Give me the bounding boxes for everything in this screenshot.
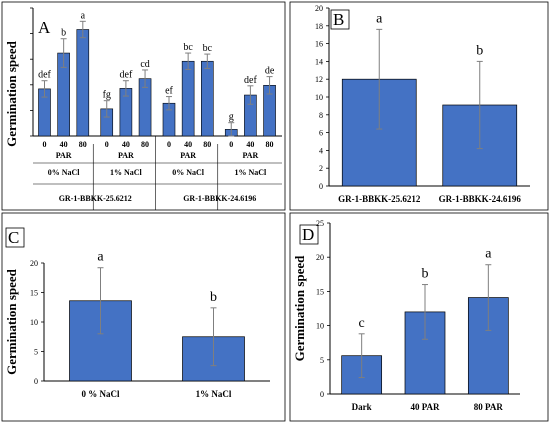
x-tick-label-0: GR-1-BBKK-25.6212 <box>338 194 421 204</box>
x-tick-label-2: 80 PAR <box>474 402 504 412</box>
panel-b: B 0 2 4 6 8 10 12 14 16 18 20 a GR-1-BBKK-25.6212 b GR-… <box>289 1 549 211</box>
sig-letter-1-1: def <box>120 70 133 81</box>
y-axis-label: Germination speed <box>292 255 307 362</box>
x-tick-label-1-2: 80 <box>141 140 149 149</box>
x-tick-label-3-1: 40 <box>246 140 254 149</box>
x-tick-label-3-2: 80 <box>266 140 274 149</box>
y-tick-label-8: 16 <box>315 40 323 49</box>
y-axis-label: Germination speed <box>4 268 19 375</box>
sig-letter-1: b <box>476 43 483 58</box>
panel-label: C <box>8 228 19 247</box>
salinity-label-2: 0% NaCl <box>172 168 205 177</box>
sig-letter-3-0: g <box>229 112 234 123</box>
x-tick-label-2-2: 80 <box>203 140 211 149</box>
sig-letter-0-2: a <box>81 10 86 21</box>
x-tick-label-0: Dark <box>352 402 372 412</box>
y-tick-label-9: 18 <box>315 22 323 31</box>
panel-label: B <box>333 10 344 29</box>
panel-frame <box>289 1 549 211</box>
x-title-2: PAR <box>180 151 196 160</box>
sig-letter-3-2: de <box>265 66 275 77</box>
sig-letter-0: a <box>97 250 104 265</box>
bar-2-2 <box>201 60 214 137</box>
y-tick-label-1: 5 <box>320 356 324 365</box>
y-axis-label: Germination speed <box>4 40 19 147</box>
panel-d: D 0 5 10 15 20 25 Germination speed c Dark b 40 PAR… <box>289 212 549 422</box>
panel-label-box <box>299 224 319 245</box>
bar-2-1 <box>181 60 195 137</box>
panel-frame <box>1 212 286 422</box>
x-tick-label-0-0: 0 <box>42 140 46 149</box>
panel-label: A <box>38 18 51 37</box>
y-tick-label-1: 2 <box>319 164 323 173</box>
x-tick-label-1: GR-1-BBKK-24.6196 <box>439 194 522 204</box>
y-tick-label-7: 14 <box>315 57 323 66</box>
y-tick-label-4: 20 <box>30 259 38 268</box>
x-tick-label-0-1: 40 <box>60 140 68 149</box>
panel-a: A Germination speed def 0 b 40 a 80 PAR 0% NaCl fg… <box>1 1 286 211</box>
sig-letter-3-1: def <box>244 75 257 86</box>
salinity-label-3: 1% NaCl <box>235 168 268 177</box>
x-tick-label-1-0: 0 <box>105 140 109 149</box>
salinity-label-0: 0% NaCl <box>48 168 81 177</box>
sig-letter-1: b <box>210 290 217 305</box>
y-tick-label-0: 0 <box>320 390 324 399</box>
salinity-label-1: 1% NaCl <box>110 168 143 177</box>
x-title-0: PAR <box>56 151 72 160</box>
panel-label: D <box>302 225 314 244</box>
sig-letter-2-2: bc <box>203 43 213 54</box>
y-tick-label-4: 8 <box>319 111 323 120</box>
sig-letter-1-0: fg <box>103 90 111 101</box>
x-tick-label-0-2: 80 <box>79 140 87 149</box>
y-tick-label-4: 20 <box>316 253 324 262</box>
y-tick-label-2: 4 <box>319 146 323 155</box>
x-title-1: PAR <box>118 151 134 160</box>
sig-letter-0-0: def <box>38 70 51 81</box>
y-tick-label-3: 6 <box>319 129 323 138</box>
x-tick-label-1-1: 40 <box>122 140 130 149</box>
genotype-label-0: GR-1-BBKK-25.6212 <box>59 194 132 203</box>
x-tick-label-0: 0 % NaCl <box>82 389 120 399</box>
y-tick-label-3: 15 <box>316 287 324 296</box>
y-tick-label-0: 0 <box>319 182 323 191</box>
x-tick-label-1: 1% NaCl <box>196 389 232 399</box>
sig-letter-0: c <box>359 316 365 331</box>
panel-frame <box>1 1 286 211</box>
sig-letter-1-2: cd <box>140 59 149 70</box>
y-tick-label-0: 0 <box>34 377 38 386</box>
y-tick-label-5: 25 <box>316 219 324 228</box>
y-tick-label-10: 20 <box>315 4 323 13</box>
sig-letter-2: a <box>485 247 492 262</box>
x-title-3: PAR <box>242 151 258 160</box>
x-tick-label-1: 40 PAR <box>410 402 440 412</box>
panel-frame <box>289 212 549 422</box>
bar-0-2 <box>76 29 90 137</box>
sig-letter-2-1: bc <box>183 42 193 53</box>
y-tick-label-3: 15 <box>30 289 38 298</box>
panel-c: C 0 5 10 15 20 Germination speed a 0 % NaCl b 1% N… <box>1 212 286 422</box>
y-tick-label-1: 5 <box>34 348 38 357</box>
x-tick-label-2-0: 0 <box>167 140 171 149</box>
x-tick-label-2-1: 40 <box>184 140 192 149</box>
y-tick-label-2: 10 <box>30 318 38 327</box>
panel-label-box <box>330 9 350 30</box>
y-tick-label-2: 10 <box>316 322 324 331</box>
sig-letter-0-1: b <box>61 28 66 39</box>
x-tick-label-3-0: 0 <box>229 140 233 149</box>
panel-label-box <box>5 227 25 248</box>
genotype-label-1: GR-1-BBKK-24.6196 <box>183 194 256 203</box>
sig-letter-0: a <box>376 11 383 26</box>
y-tick-label-6: 12 <box>315 75 323 84</box>
y-tick-label-5: 10 <box>315 93 323 102</box>
sig-letter-1: b <box>422 267 429 282</box>
sig-letter-2-0: ef <box>165 86 173 97</box>
